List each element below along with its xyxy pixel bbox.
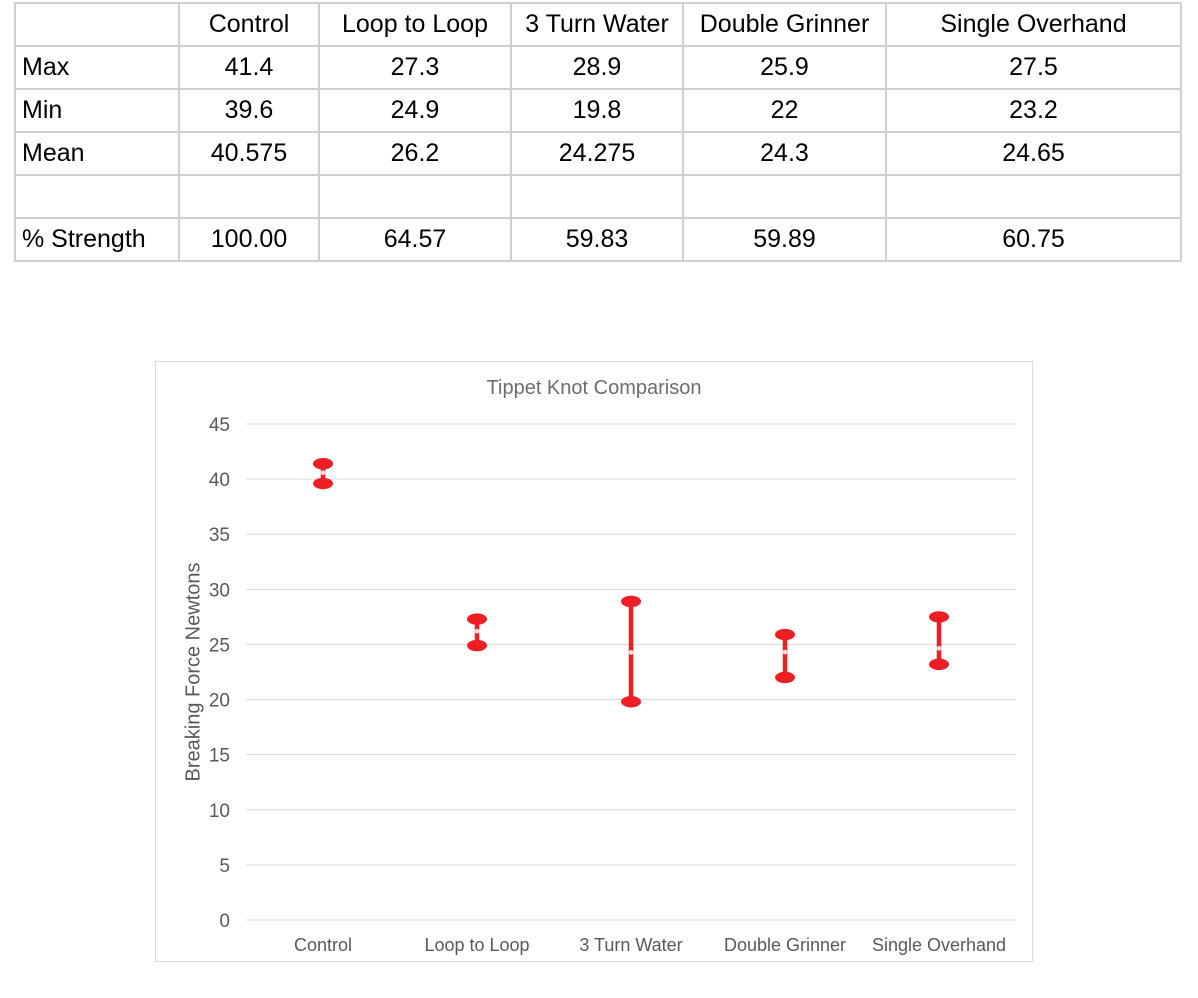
corner-cell <box>14 2 180 47</box>
cell-min-double-grinner: 22 <box>682 88 887 133</box>
hilo-chart-plot-area: 0 5 10 15 20 25 30 35 40 45 Control Loop to Loop 3 T… <box>209 415 1016 955</box>
cell-mean-3-turn-water: 24.275 <box>510 131 684 176</box>
y-tick-label: 5 <box>219 856 230 877</box>
cell-min-single-overhand: 23.2 <box>885 88 1182 133</box>
cell-max-3-turn-water: 28.9 <box>510 45 684 90</box>
max-marker <box>621 595 641 608</box>
min-marker <box>467 639 487 652</box>
cell-blank-control <box>178 174 320 219</box>
max-marker <box>775 628 795 641</box>
x-axis-label: 3 Turn Water <box>579 935 682 955</box>
x-axis-label: Loop to Loop <box>424 935 529 955</box>
cell-mean-control: 40.575 <box>178 131 320 176</box>
y-tick-label: 45 <box>209 415 230 436</box>
table-row-mean: Mean 40.575 26.2 24.275 24.3 24.65 <box>14 131 1182 176</box>
cell-blank-loop-to-loop <box>318 174 512 219</box>
min-marker <box>313 477 333 490</box>
y-tick-label: 20 <box>209 691 230 712</box>
cell-mean-single-overhand: 24.65 <box>885 131 1182 176</box>
row-label-min: Min <box>14 88 180 133</box>
cell-max-control: 41.4 <box>178 45 320 90</box>
cell-min-3-turn-water: 19.8 <box>510 88 684 133</box>
min-marker <box>929 658 949 670</box>
y-axis-title: Breaking Force Newtons <box>182 562 205 782</box>
x-axis-label: Control <box>294 935 352 955</box>
chart-title: Tippet Knot Comparison <box>486 377 702 399</box>
mean-marker <box>320 470 326 476</box>
cell-max-single-overhand: 27.5 <box>885 45 1182 90</box>
cell-min-control: 39.6 <box>178 88 320 133</box>
max-marker <box>313 457 333 470</box>
table-row-percent-strength: % Strength 100.00 64.57 59.83 59.89 60.7… <box>14 217 1182 262</box>
column-header-single-overhand: Single Overhand <box>885 2 1182 47</box>
column-header-double-grinner: Double Grinner <box>682 2 887 47</box>
y-tick-label: 25 <box>209 635 230 656</box>
y-tick-label: 0 <box>219 911 230 932</box>
y-tick-label: 30 <box>209 580 230 601</box>
cell-strength-3-turn-water: 59.83 <box>510 217 684 262</box>
table-header-row: Control Loop to Loop 3 Turn Water Double… <box>14 2 1182 47</box>
max-marker <box>929 611 949 623</box>
mean-marker <box>474 628 480 634</box>
cell-strength-single-overhand: 60.75 <box>885 217 1182 262</box>
row-label-mean: Mean <box>14 131 180 176</box>
cell-max-double-grinner: 25.9 <box>682 45 887 90</box>
mean-marker <box>936 645 942 651</box>
y-tick-label: 40 <box>209 470 230 491</box>
mean-marker <box>782 649 788 655</box>
min-marker <box>775 671 795 684</box>
y-tick-label: 35 <box>209 525 230 546</box>
max-marker <box>467 613 487 625</box>
x-axis-label: Single Overhand <box>872 935 1006 955</box>
column-header-control: Control <box>178 2 320 47</box>
cell-blank-single-overhand <box>885 174 1182 219</box>
table-row-min: Min 39.6 24.9 19.8 22 23.2 <box>14 88 1182 133</box>
cell-strength-double-grinner: 59.89 <box>682 217 887 262</box>
cell-strength-loop-to-loop: 64.57 <box>318 217 512 262</box>
row-label-blank <box>14 174 180 219</box>
y-tick-label: 10 <box>209 801 230 822</box>
cell-max-loop-to-loop: 27.3 <box>318 45 512 90</box>
knot-strength-table: Control Loop to Loop 3 Turn Water Double… <box>14 2 1182 262</box>
tippet-knot-chart: 0 5 10 15 20 25 30 35 40 45 Control Loop to Loop 3 T… <box>155 361 1033 962</box>
row-label-max: Max <box>14 45 180 90</box>
cell-strength-control: 100.00 <box>178 217 320 262</box>
mean-marker <box>628 650 634 655</box>
table-row-blank <box>14 174 1182 219</box>
cell-blank-double-grinner <box>682 174 887 219</box>
min-marker <box>621 696 641 708</box>
y-tick-label: 15 <box>209 746 230 767</box>
table-row-max: Max 41.4 27.3 28.9 25.9 27.5 <box>14 45 1182 90</box>
cell-min-loop-to-loop: 24.9 <box>318 88 512 133</box>
row-label-percent-strength: % Strength <box>14 217 180 262</box>
cell-blank-3-turn-water <box>510 174 684 219</box>
x-axis-label: Double Grinner <box>724 935 846 955</box>
column-header-loop-to-loop: Loop to Loop <box>318 2 512 47</box>
cell-mean-loop-to-loop: 26.2 <box>318 131 512 176</box>
column-header-3-turn-water: 3 Turn Water <box>510 2 684 47</box>
cell-mean-double-grinner: 24.3 <box>682 131 887 176</box>
